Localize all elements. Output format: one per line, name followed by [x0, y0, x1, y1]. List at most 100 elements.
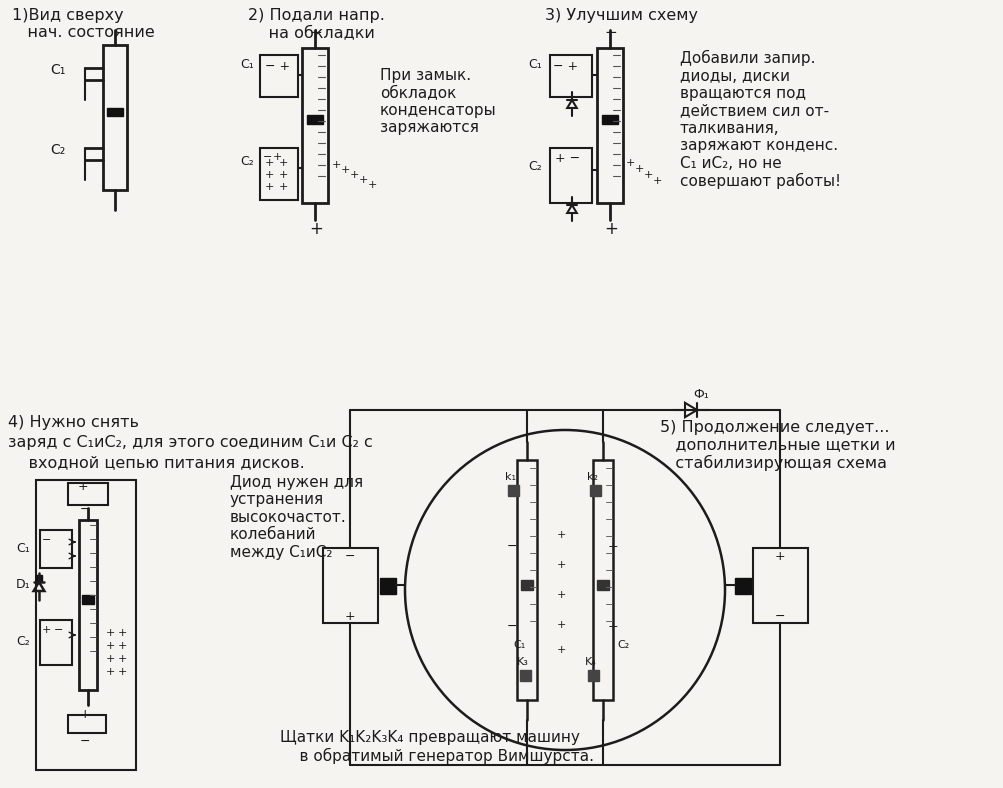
Text: +: + [557, 560, 566, 570]
Bar [260, 55, 298, 97]
Text: Диод нужен для
устранения
высокочастот.
колебаний
между C₁иC₂: Диод нужен для устранения высокочастот. … [230, 475, 363, 559]
Bar [302, 48, 328, 203]
Text: +: + [557, 645, 566, 655]
Text: +: + [265, 158, 274, 168]
Text: k₁: k₁ [505, 472, 516, 482]
Bar [307, 115, 323, 124]
Text: +: + [118, 654, 127, 664]
Bar [588, 670, 599, 681]
Text: +: + [273, 152, 282, 162]
Text: C₂: C₂ [16, 635, 30, 648]
Bar [597, 580, 609, 590]
Text: − +: − + [265, 60, 290, 73]
Text: 5) Продолжение следует...
   дополнительные щетки и
   стабилизирующая схема: 5) Продолжение следует... дополнительные… [659, 420, 895, 471]
Text: +: + [118, 641, 127, 651]
Text: +: + [42, 625, 51, 635]
Text: +: + [332, 160, 341, 170]
Text: +: + [626, 158, 635, 168]
Bar [36, 575, 42, 581]
Text: +: + [265, 170, 274, 180]
Text: +: + [557, 530, 566, 540]
Text: +: + [350, 170, 359, 180]
Text: −: − [507, 620, 517, 633]
Text: 3) Улучшим схему: 3) Улучшим схему [545, 8, 697, 23]
Text: +: + [106, 654, 115, 664]
Text: − +: − + [553, 60, 578, 73]
Text: C₂: C₂ [528, 160, 542, 173]
Text: +: + [359, 175, 368, 185]
Text: входной цепью питания дисков.: входной цепью питания дисков. [8, 455, 305, 470]
Text: +: + [106, 667, 115, 677]
Text: C₂: C₂ [50, 143, 65, 157]
Text: −: − [80, 735, 90, 748]
Text: −: − [309, 25, 321, 40]
Text: D₁: D₁ [16, 578, 31, 591]
Bar [68, 483, 108, 505]
Bar [379, 578, 395, 594]
Text: +: + [368, 180, 377, 190]
Text: C₁: C₁ [16, 542, 30, 555]
Text: −: − [80, 503, 90, 516]
Bar [602, 115, 618, 124]
Text: +: + [652, 176, 662, 186]
Text: C₁: C₁ [50, 63, 65, 77]
Bar [68, 715, 106, 733]
Text: C₁: C₁ [528, 58, 542, 71]
Bar [103, 45, 126, 190]
Text: +: + [557, 620, 566, 630]
Text: + −: + − [555, 152, 580, 165]
Text: +: + [80, 708, 90, 721]
Text: +: + [279, 158, 288, 168]
Text: +: + [78, 480, 88, 493]
Text: K₄: K₄ [585, 657, 596, 667]
Text: +: + [309, 220, 323, 238]
Text: +: + [608, 540, 618, 553]
Text: +: + [608, 620, 618, 633]
Text: −: − [604, 25, 616, 40]
Text: 2) Подали напр.
    на обкладки: 2) Подали напр. на обкладки [248, 8, 384, 40]
Text: −: − [263, 152, 272, 162]
Text: C₁: C₁ [513, 640, 525, 650]
Bar [40, 530, 72, 568]
Bar [590, 485, 601, 496]
Text: C₂: C₂ [617, 640, 629, 650]
Bar [36, 480, 135, 770]
Bar [520, 670, 531, 681]
Text: +: + [634, 164, 644, 174]
Text: Ф₁: Ф₁ [692, 388, 708, 401]
Text: +: + [643, 170, 653, 180]
Bar [82, 595, 94, 604]
Bar [107, 108, 123, 116]
Text: −: − [774, 610, 784, 623]
Text: +: + [106, 641, 115, 651]
Bar [593, 460, 613, 700]
Text: Щатки K₁K₂K₃K₄ превращают машину
    в обратимый генератор Вимшурста.: Щатки K₁K₂K₃K₄ превращают машину в обрат… [280, 730, 594, 764]
Bar [521, 580, 533, 590]
Text: C₂: C₂ [240, 155, 254, 168]
Text: +: + [604, 220, 617, 238]
Bar [40, 620, 72, 665]
Text: Добавили запир.
диоды, диски
вращаются под
действием сил от-
талкивания,
заряжаю: Добавили запир. диоды, диски вращаются п… [679, 50, 841, 189]
Bar [79, 520, 97, 690]
Bar [508, 485, 519, 496]
Text: 1)Вид сверху
   нач. состояние: 1)Вид сверху нач. состояние [12, 8, 154, 40]
Bar [734, 578, 750, 594]
Text: +: + [345, 610, 355, 623]
Bar [550, 55, 592, 97]
Text: +: + [279, 182, 288, 192]
Bar [517, 460, 537, 700]
Text: +: + [279, 170, 288, 180]
Text: −: − [54, 625, 63, 635]
Bar [752, 548, 807, 623]
Text: k₂: k₂ [587, 472, 598, 482]
Text: K₃: K₃ [517, 657, 529, 667]
Text: +: + [774, 550, 784, 563]
Bar [597, 48, 623, 203]
Text: 4) Нужно снять: 4) Нужно снять [8, 415, 138, 430]
Text: −: − [345, 550, 355, 563]
Text: +: + [557, 590, 566, 600]
Text: При замык.
обкладок
конденсаторы
заряжаются: При замык. обкладок конденсаторы заряжаю… [379, 68, 496, 136]
Text: −: − [42, 535, 51, 545]
Text: −: − [507, 540, 517, 553]
Text: +: + [106, 628, 115, 638]
